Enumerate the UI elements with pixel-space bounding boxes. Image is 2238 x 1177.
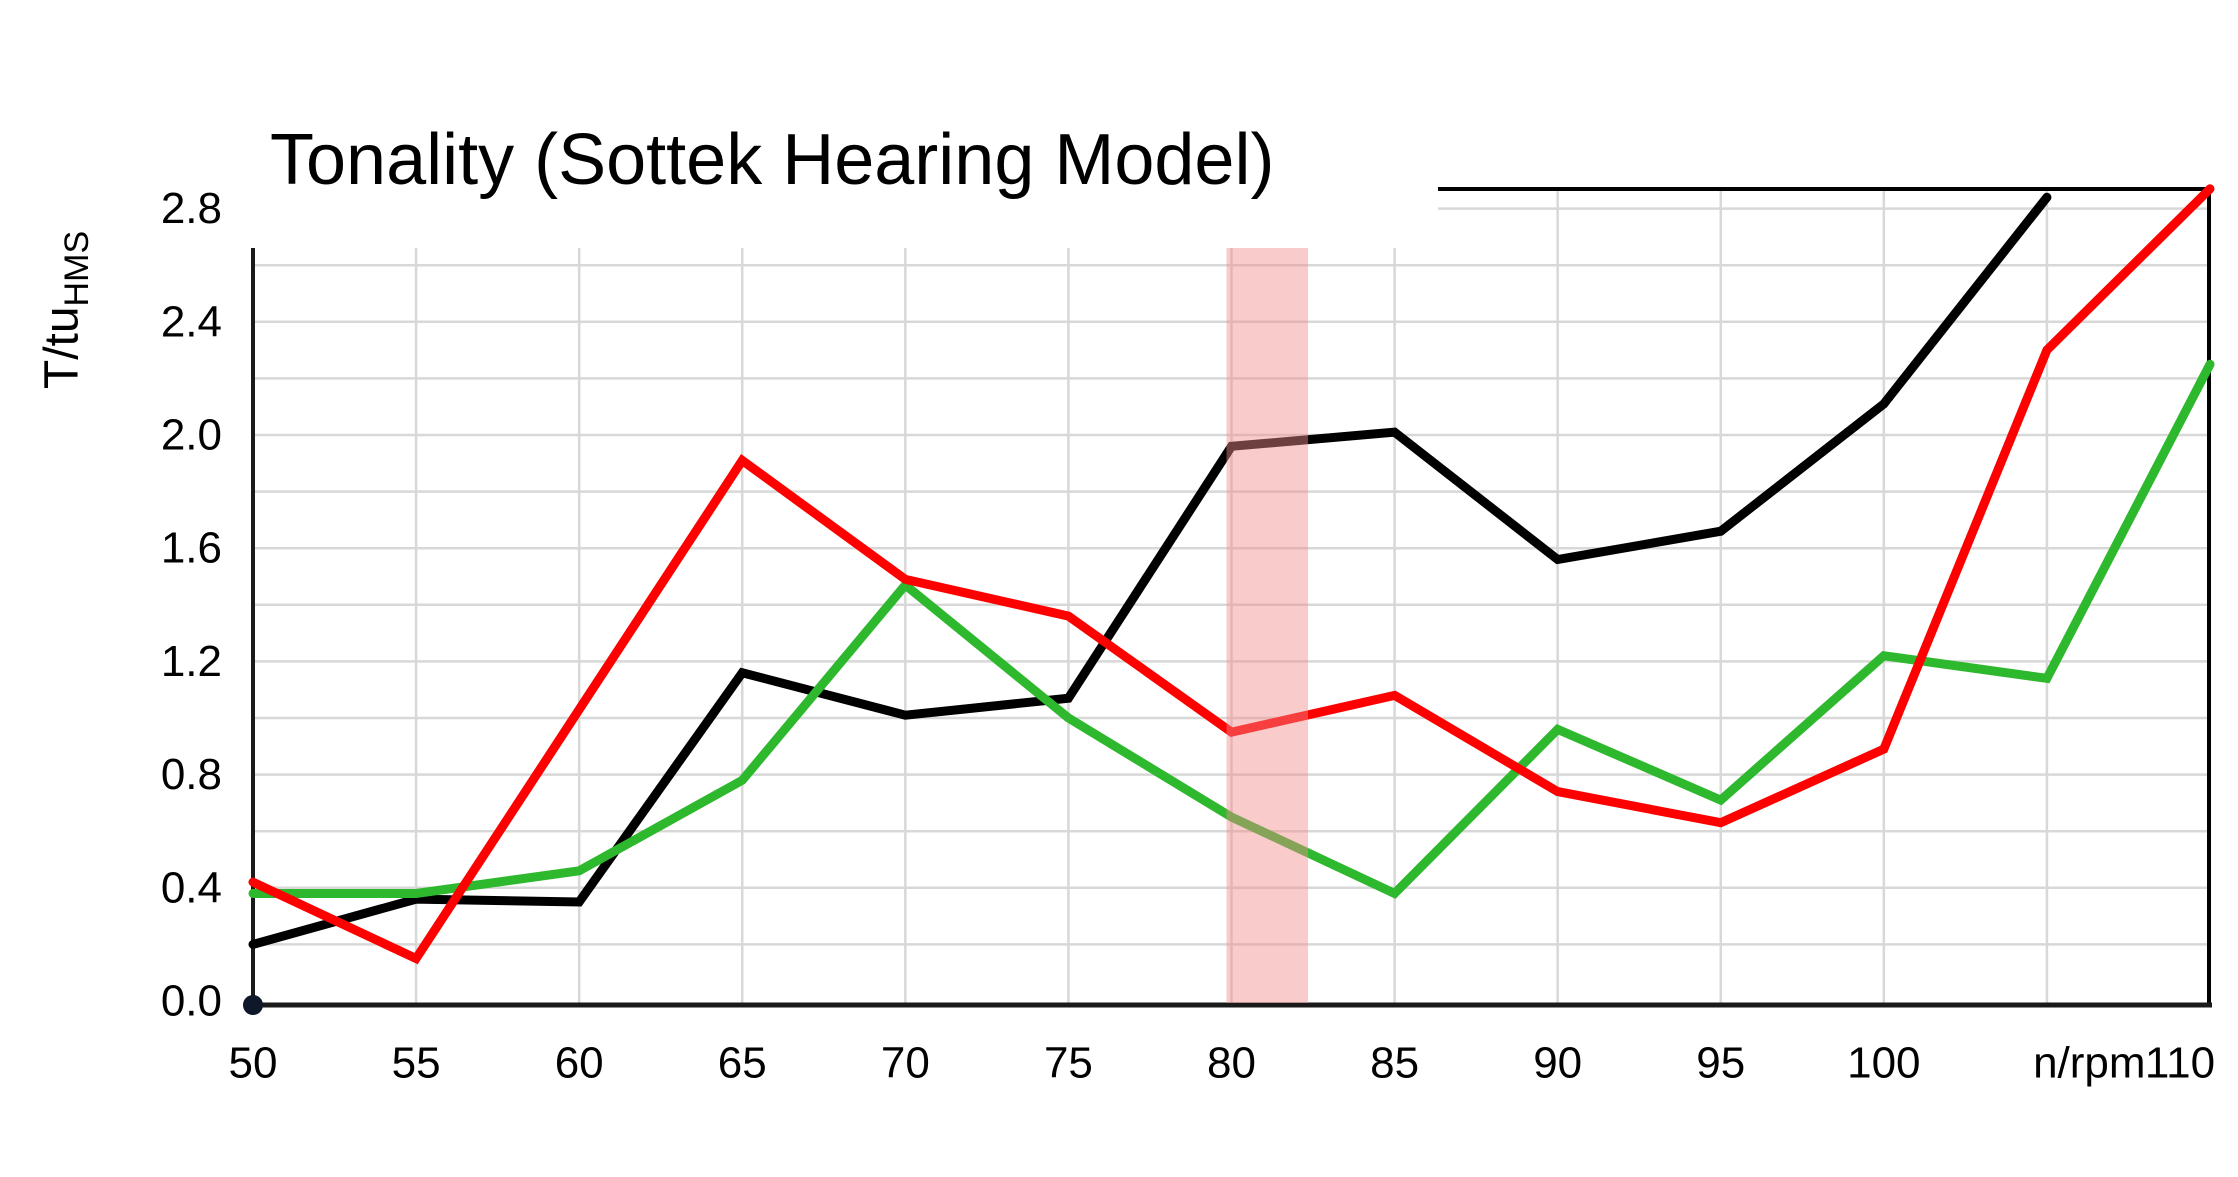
series-green-line <box>248 359 2215 899</box>
x-tick-label: 50 <box>229 1039 278 1088</box>
x-tick-label: 95 <box>1696 1039 1745 1088</box>
x-tick-label: 90 <box>1533 1039 1582 1088</box>
y-tick-label: 1.6 <box>161 524 222 573</box>
y-tick-label: 2.0 <box>161 411 222 460</box>
x-tick-label: 60 <box>555 1039 604 1088</box>
y-tick-label: 2.4 <box>161 297 222 346</box>
x-tick-label: 55 <box>392 1039 441 1088</box>
series-red-line <box>248 184 2215 965</box>
y-tick-label: 0.4 <box>161 863 222 912</box>
x-tick-label: 85 <box>1370 1039 1419 1088</box>
x-tick-label: 75 <box>1044 1039 1093 1088</box>
chart-title: Tonality (Sottek Hearing Model) <box>270 120 1275 200</box>
origin-dot <box>243 995 263 1015</box>
x-tick-label: 110 <box>2145 1039 2215 1088</box>
x-tick-label: 70 <box>881 1039 930 1088</box>
y-axis-title-main: T/tu <box>35 306 89 390</box>
x-tick-label: 80 <box>1207 1039 1256 1088</box>
chart-title-box: Tonality (Sottek Hearing Model) <box>225 60 1438 248</box>
x-tick-label: 65 <box>718 1039 767 1088</box>
highlight-band <box>1226 187 1309 1003</box>
y-tick-label: 0.0 <box>161 977 222 1026</box>
y-tick-label: 0.8 <box>161 750 222 799</box>
y-axis-title-sub: HMS <box>58 230 97 307</box>
y-tick-label: 2.8 <box>161 184 222 233</box>
series-black-line <box>248 192 2052 949</box>
x-tick-label: 100 <box>1847 1039 1920 1088</box>
x-unit-label: n/rpm <box>2033 1039 2145 1088</box>
y-axis-title: T/tuHMS <box>35 231 97 390</box>
y-tick-label: 1.2 <box>161 637 222 686</box>
